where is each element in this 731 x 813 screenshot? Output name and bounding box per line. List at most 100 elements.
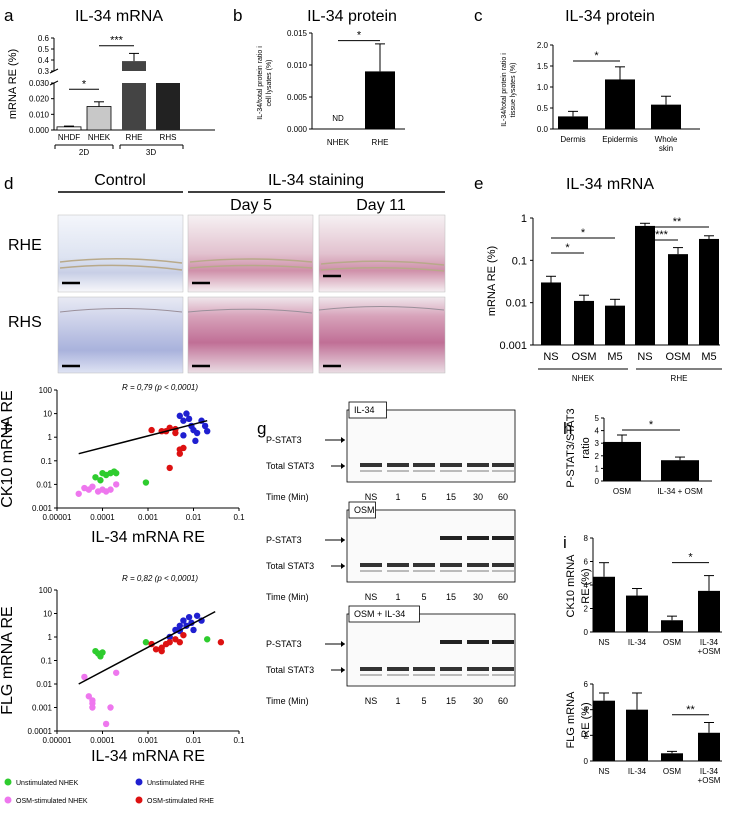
- f2-ytick-label: 1: [48, 633, 53, 642]
- i2-category: OSM: [663, 767, 682, 776]
- blot-time-1: 1: [395, 592, 400, 602]
- c-bar-2: [651, 104, 681, 129]
- band-faint: [440, 470, 462, 472]
- blot-time-2: 5: [421, 492, 426, 502]
- blot-tag-box-1: [348, 501, 376, 519]
- i2-category: +OSM: [698, 776, 721, 785]
- e-ylabel: mRNA RE (%): [486, 246, 498, 316]
- f2-xtick-label: 0.0001: [90, 736, 115, 745]
- band-total-stat3: [492, 563, 514, 567]
- c-category: skin: [659, 144, 673, 153]
- blot-tag-2: OSM + IL-34: [354, 609, 405, 619]
- f1-point-2-1: [180, 417, 187, 424]
- band-total-stat3: [440, 563, 462, 567]
- e-sig-1-star: *: [565, 242, 570, 254]
- band-faint: [387, 674, 409, 676]
- legend-marker-unstim-rhe: [135, 778, 143, 786]
- panel-label-f: f: [4, 419, 9, 438]
- f1-point-0-6: [97, 477, 104, 484]
- f2-point-0-5: [203, 636, 211, 643]
- h-sig-star: *: [649, 419, 654, 431]
- f2-point-2-1: [176, 622, 184, 629]
- band-faint: [413, 470, 435, 472]
- i1-bar-3: [698, 590, 720, 632]
- band-total-stat3: [387, 463, 409, 467]
- blot-tag-0: IL-34: [354, 405, 375, 415]
- band-faint: [413, 570, 435, 572]
- e-tick-label: 0.1: [512, 255, 527, 267]
- arrowhead: [341, 641, 345, 647]
- c-tick-label: 1.0: [537, 83, 549, 92]
- f1-trendline: [78, 419, 208, 455]
- f1-point-3-0: [148, 426, 155, 434]
- blot-time-1: 1: [395, 696, 400, 706]
- band-total-stat3: [360, 667, 382, 671]
- i2-ylabel-1: FLG mRNA: [565, 691, 577, 749]
- c-ylabel-1: IL-34/total protein ratio i: [501, 53, 508, 127]
- blot-time-4: 30: [473, 592, 483, 602]
- f1-point-2-9: [203, 427, 211, 435]
- f1-ylabel: CK10 mRNA RE: [0, 390, 16, 507]
- f2-point-3-4: [166, 639, 173, 646]
- e-category: OSM: [665, 351, 690, 363]
- d-day11: Day 11: [356, 197, 406, 214]
- micrograph-control-rhe: [57, 214, 184, 293]
- band-faint: [467, 470, 489, 472]
- a-bar-rhe-lower: [122, 83, 146, 130]
- f2-point-1-5: [102, 720, 110, 728]
- blot-time-2: 5: [421, 592, 426, 602]
- i1-tick-label: 0: [584, 628, 589, 637]
- f2-ytick-label: 0.1: [41, 657, 53, 666]
- band-p-stat3: [440, 536, 462, 540]
- i2-ylabel-2: RE (%): [580, 702, 592, 737]
- f1-xtick-label: 0.00001: [43, 513, 72, 522]
- e-bar-2: [605, 305, 625, 345]
- f1-ytick-label: 0.001: [32, 504, 53, 513]
- f2-point-3-6: [176, 639, 184, 646]
- f1-point-1-0: [75, 490, 82, 497]
- band-p-stat3: [467, 640, 489, 644]
- band-p-stat3: [492, 640, 514, 644]
- d-day5: Day 5: [230, 197, 272, 214]
- e-tick-label: 1: [521, 213, 527, 225]
- b-ylabel-2: cell lysates (%): [266, 59, 273, 106]
- i1-category: NS: [598, 638, 609, 647]
- h-tick-label: 2: [595, 452, 600, 461]
- f1-ytick-label: 10: [43, 410, 52, 419]
- e-category: NS: [543, 351, 558, 363]
- micrograph-day11-rhe: [318, 214, 446, 293]
- c-title: IL-34 protein: [565, 8, 655, 25]
- f1-point-3-5: [180, 444, 187, 452]
- a-bar-nhdf: [56, 126, 82, 131]
- band-total-stat3: [440, 463, 462, 467]
- band-faint: [440, 570, 462, 572]
- d-row-rhs: RHS: [8, 314, 42, 331]
- charts: IL-34 mRNA0.0000.0100.0200.0300.30.40.50…: [0, 8, 722, 785]
- h-tick-label: 4: [595, 427, 600, 436]
- e-bar-0: [541, 282, 561, 345]
- e-sig-4-star: **: [673, 216, 682, 228]
- b-tick-label: 0.000: [287, 125, 308, 134]
- i1-category: IL-34: [628, 638, 647, 647]
- d-title-control: Control: [94, 172, 146, 189]
- b-tick-label: 0.005: [287, 93, 308, 102]
- h-ylabel-1: P-STAT3/STAT3: [565, 408, 577, 487]
- c-tick-label: 2.0: [537, 41, 549, 50]
- e-bar-3: [635, 225, 655, 345]
- d-title-staining: IL-34 staining: [268, 172, 364, 189]
- c-category: Dermis: [560, 135, 585, 144]
- b-tick-label: 0.010: [287, 61, 308, 70]
- f1-point-1-6: [107, 486, 114, 493]
- blot-pstat3-label: P-STAT3: [266, 535, 302, 545]
- band-faint: [492, 674, 514, 676]
- i1-bar-2: [661, 620, 683, 632]
- b-category: NHEK: [327, 138, 350, 147]
- band-faint: [387, 570, 409, 572]
- i1-tick-label: 8: [584, 534, 589, 543]
- f2-point-1-6: [112, 669, 120, 676]
- c-sig-star: *: [594, 50, 599, 62]
- h-category: IL-34 + OSM: [657, 487, 703, 496]
- a-category: RHE: [126, 133, 143, 142]
- h-tick-label: 1: [595, 464, 600, 473]
- legend-osm-nhek: OSM-stimulated NHEK: [16, 798, 88, 805]
